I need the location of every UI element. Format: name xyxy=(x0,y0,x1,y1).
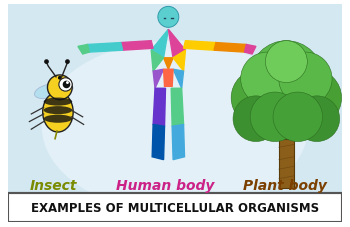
Polygon shape xyxy=(151,30,168,59)
Circle shape xyxy=(48,76,72,100)
Circle shape xyxy=(294,96,340,142)
Bar xyxy=(8,193,342,222)
Ellipse shape xyxy=(44,115,72,123)
Circle shape xyxy=(59,79,72,92)
Text: EXAMPLES OF MULTICELLULAR ORGANISMS: EXAMPLES OF MULTICELLULAR ORGANISMS xyxy=(31,201,319,214)
Polygon shape xyxy=(153,89,166,127)
Ellipse shape xyxy=(42,42,308,212)
Polygon shape xyxy=(173,70,183,89)
Circle shape xyxy=(253,73,320,139)
Text: Plant body: Plant body xyxy=(243,179,327,192)
Circle shape xyxy=(265,42,307,83)
Polygon shape xyxy=(171,89,183,127)
Circle shape xyxy=(63,81,70,89)
Polygon shape xyxy=(163,70,173,87)
Polygon shape xyxy=(78,45,89,55)
Polygon shape xyxy=(151,51,163,72)
Circle shape xyxy=(241,53,294,106)
Circle shape xyxy=(231,70,288,127)
Polygon shape xyxy=(121,42,153,51)
Circle shape xyxy=(158,7,179,28)
Circle shape xyxy=(285,70,342,127)
Ellipse shape xyxy=(44,107,72,115)
Ellipse shape xyxy=(43,93,73,132)
Circle shape xyxy=(65,60,70,65)
Polygon shape xyxy=(173,51,186,72)
Circle shape xyxy=(250,93,300,142)
Polygon shape xyxy=(214,43,246,53)
Circle shape xyxy=(279,53,332,106)
Polygon shape xyxy=(172,125,184,160)
Ellipse shape xyxy=(35,84,62,99)
Circle shape xyxy=(44,60,49,65)
Polygon shape xyxy=(245,45,256,55)
Bar xyxy=(279,139,294,188)
Polygon shape xyxy=(88,43,122,53)
Text: Human body: Human body xyxy=(116,179,215,192)
Polygon shape xyxy=(168,30,186,59)
Circle shape xyxy=(273,93,323,142)
Ellipse shape xyxy=(44,98,72,106)
Circle shape xyxy=(250,42,323,114)
Polygon shape xyxy=(152,125,164,160)
Ellipse shape xyxy=(50,83,73,93)
Circle shape xyxy=(66,82,69,85)
Polygon shape xyxy=(183,42,216,51)
Polygon shape xyxy=(153,70,163,89)
Circle shape xyxy=(58,76,62,80)
Text: Insect: Insect xyxy=(29,179,77,192)
Polygon shape xyxy=(163,59,173,70)
Circle shape xyxy=(233,96,279,142)
